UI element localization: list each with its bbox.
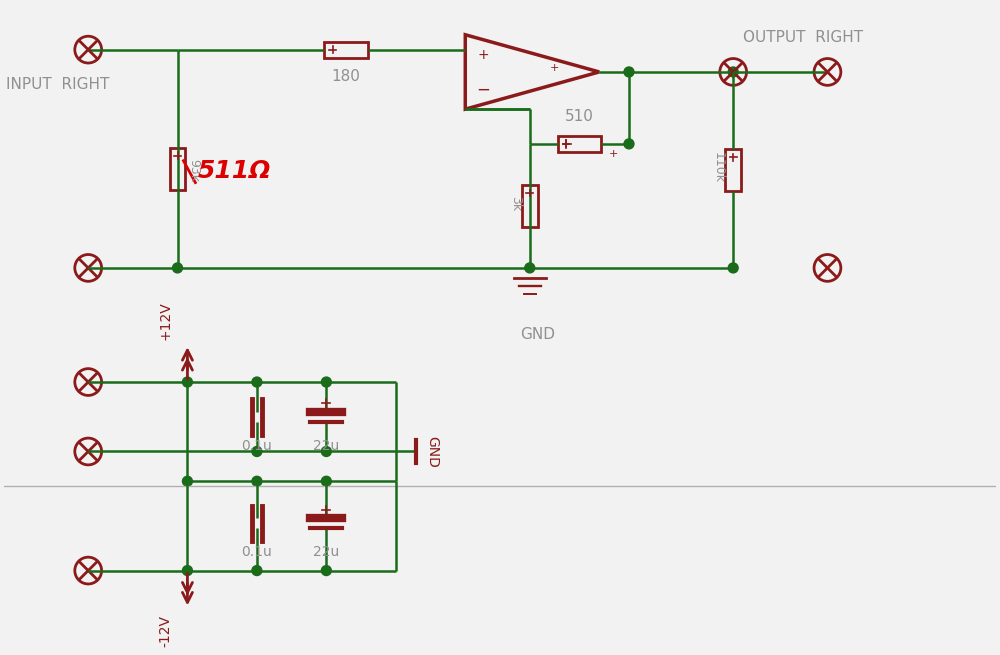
Circle shape xyxy=(624,67,634,77)
Text: 93k: 93k xyxy=(187,159,200,182)
Circle shape xyxy=(321,566,331,576)
Circle shape xyxy=(728,263,738,273)
Text: GND: GND xyxy=(520,328,555,343)
Text: 180: 180 xyxy=(332,69,361,84)
Bar xyxy=(558,136,601,152)
Circle shape xyxy=(321,476,331,486)
Bar xyxy=(170,148,185,189)
Circle shape xyxy=(252,447,262,457)
Text: 110k: 110k xyxy=(711,153,724,183)
Text: +: + xyxy=(477,48,489,62)
Text: −: − xyxy=(476,81,490,98)
Bar xyxy=(725,149,741,191)
Text: 3k: 3k xyxy=(509,196,522,212)
Circle shape xyxy=(252,476,262,486)
Text: INPUT  RIGHT: INPUT RIGHT xyxy=(6,77,109,92)
Circle shape xyxy=(525,263,535,273)
Circle shape xyxy=(728,67,738,77)
Text: +: + xyxy=(550,63,559,73)
Text: OUTPUT  RIGHT: OUTPUT RIGHT xyxy=(743,29,863,45)
Bar xyxy=(522,185,538,227)
Circle shape xyxy=(321,377,331,387)
Text: 0.1u: 0.1u xyxy=(242,545,272,559)
Text: 22u: 22u xyxy=(313,545,339,559)
Circle shape xyxy=(252,377,262,387)
Circle shape xyxy=(252,566,262,576)
Circle shape xyxy=(182,566,192,576)
Circle shape xyxy=(182,476,192,486)
Text: +12V: +12V xyxy=(159,301,173,341)
Circle shape xyxy=(173,263,182,273)
Text: +: + xyxy=(609,149,619,159)
Circle shape xyxy=(182,377,192,387)
Text: -12V: -12V xyxy=(159,615,173,647)
Text: 511Ω: 511Ω xyxy=(197,159,271,183)
Circle shape xyxy=(624,139,634,149)
Text: 22u: 22u xyxy=(313,439,339,453)
Bar xyxy=(324,42,368,58)
Text: GND: GND xyxy=(426,436,440,468)
Text: 0.1u: 0.1u xyxy=(242,439,272,453)
Text: 510: 510 xyxy=(565,109,594,124)
Circle shape xyxy=(321,447,331,457)
